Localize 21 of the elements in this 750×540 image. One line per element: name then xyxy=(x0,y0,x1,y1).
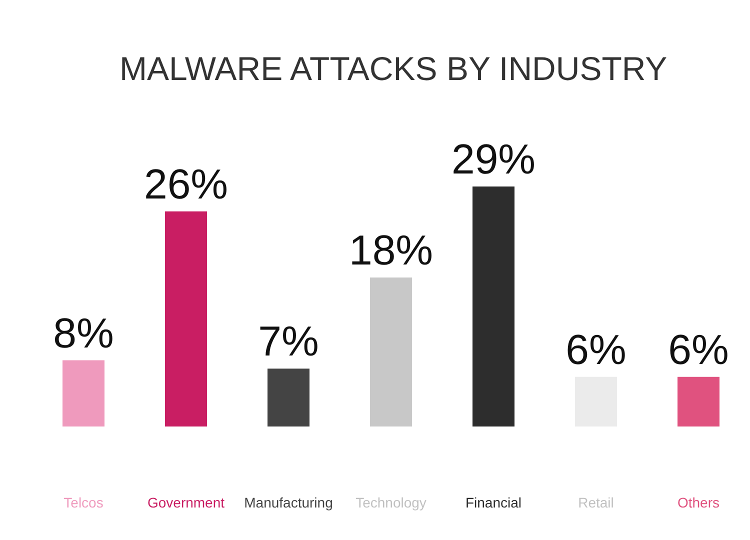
x-tick-label: Retail xyxy=(578,494,614,510)
data-label: 26% xyxy=(144,160,228,208)
bar xyxy=(62,360,104,426)
chart-title: MALWARE ATTACKS BY INDUSTRY xyxy=(119,50,668,87)
bar xyxy=(678,376,720,426)
data-label: 6% xyxy=(566,326,626,373)
x-tick-label: Others xyxy=(677,494,720,510)
bar xyxy=(472,186,514,426)
data-label: 7% xyxy=(258,318,319,365)
data-label: 6% xyxy=(668,326,729,373)
x-tick-label: Government xyxy=(147,494,225,510)
x-tick-label: Technology xyxy=(356,494,426,510)
bar xyxy=(370,278,412,426)
x-tick-label: Financial xyxy=(465,494,522,510)
bar xyxy=(165,211,207,426)
x-tick-label: Telcos xyxy=(64,494,104,510)
data-label: 29% xyxy=(451,136,536,182)
data-label: 8% xyxy=(53,309,114,356)
bar xyxy=(268,368,310,426)
x-tick-label: Manufacturing xyxy=(244,494,333,510)
data-label: 18% xyxy=(348,226,434,274)
